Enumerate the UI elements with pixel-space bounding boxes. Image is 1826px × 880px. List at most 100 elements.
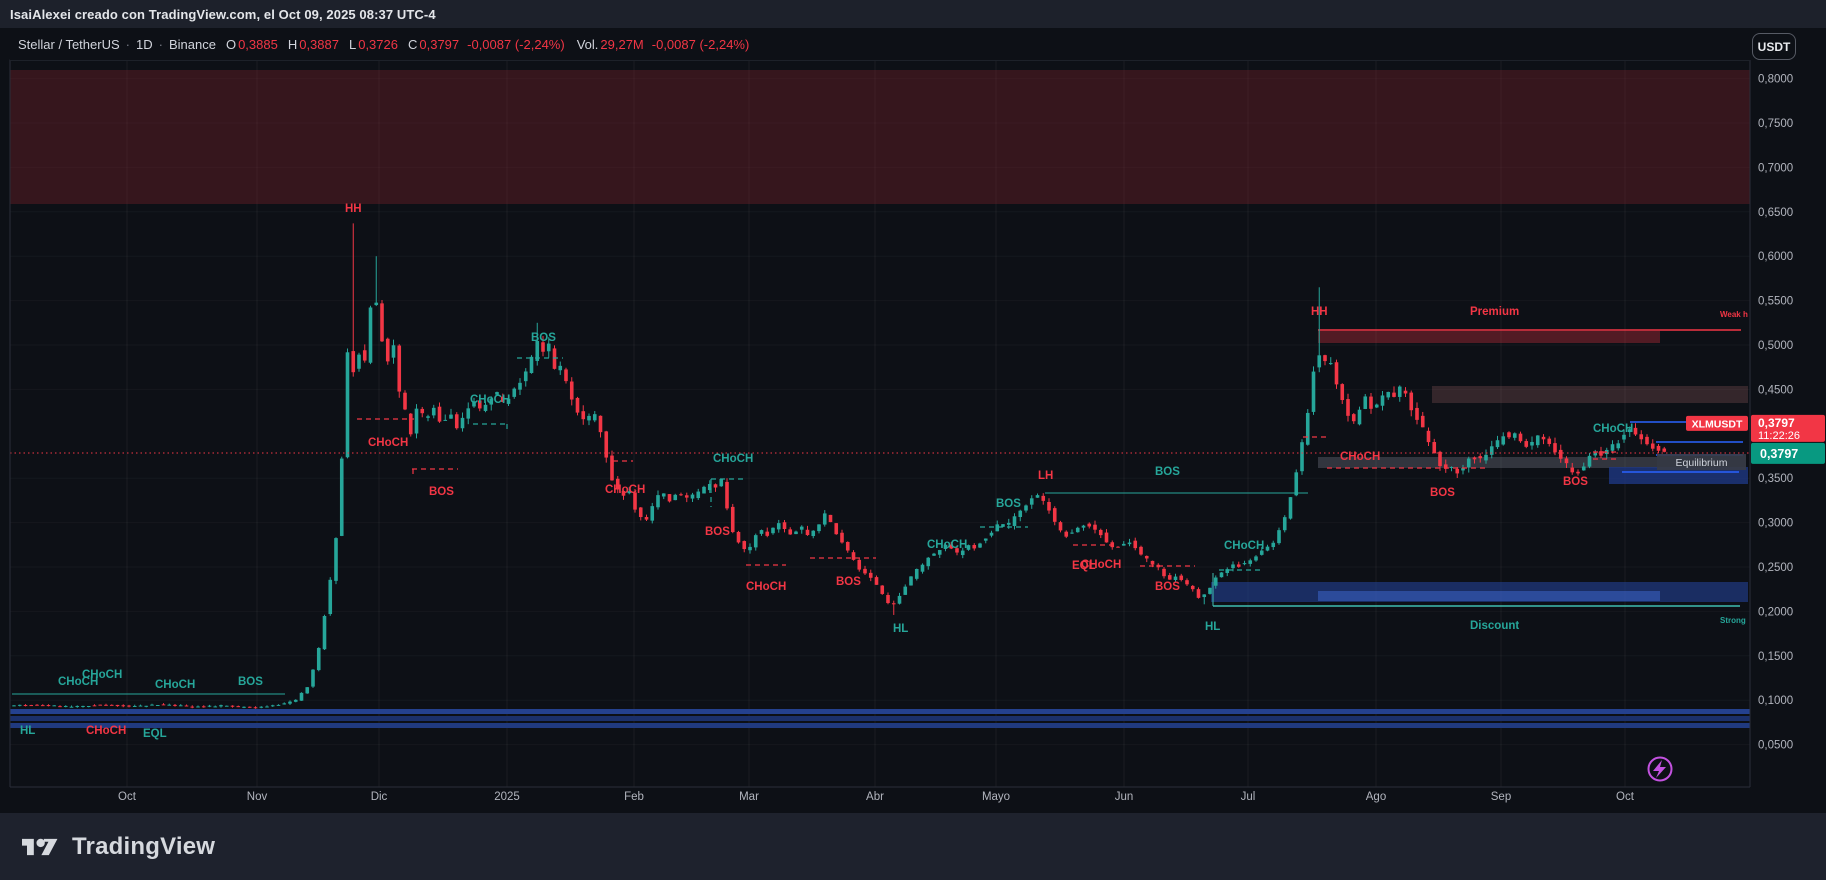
separator-dot: · xyxy=(158,36,163,52)
attribution-bar: IsaiAlexei creado con TradingView.com, e… xyxy=(0,0,1826,28)
annotation-label: EQL xyxy=(143,728,167,740)
time-tick: Mayo xyxy=(982,791,1010,803)
high-label: H xyxy=(287,36,298,52)
annotation-label: CHoCH xyxy=(86,725,126,737)
svg-text:0,3797: 0,3797 xyxy=(1758,416,1795,430)
currency-toggle-button[interactable]: USDT xyxy=(1752,33,1796,60)
structure-lines xyxy=(12,329,1746,695)
time-tick: Mar xyxy=(739,791,759,803)
annotation-label: CHoCH xyxy=(927,539,967,551)
last-price-tag xyxy=(1751,442,1825,464)
lightning-icon[interactable] xyxy=(1647,756,1673,782)
discount-inner xyxy=(1318,591,1660,601)
annotation-label: CHoCH xyxy=(1593,423,1633,435)
low-label: L xyxy=(348,36,357,52)
price-tick: 0,6500 xyxy=(1758,207,1793,219)
annotation-label: Premium xyxy=(1470,306,1519,318)
open-value: 0,3885 xyxy=(238,36,278,52)
annotation-label: CHoCH xyxy=(155,679,195,691)
annotation-label: EQL xyxy=(1072,560,1096,572)
volume-label: Vol. xyxy=(576,36,599,52)
annotation-label: HL xyxy=(1205,621,1220,633)
time-tick: Oct xyxy=(1616,791,1635,803)
supply-band xyxy=(1432,386,1748,403)
time-tick: Nov xyxy=(247,791,268,803)
annotation-label: BOS xyxy=(1155,581,1180,593)
footer-bar: TradingView xyxy=(0,813,1826,880)
annotation-label: BOS xyxy=(836,576,861,588)
price-tick: 0,6000 xyxy=(1758,251,1793,263)
annotation-label: CHoCH xyxy=(82,669,122,681)
equilibrium-band xyxy=(1318,457,1657,468)
eq-stripe-2 xyxy=(10,716,1750,721)
annotation-label: Discount xyxy=(1470,620,1519,632)
annotation-label: BOS xyxy=(429,486,454,498)
annotation-label: HL xyxy=(20,725,35,737)
close-value: 0,3797 xyxy=(419,36,460,52)
price-tick: 0,8000 xyxy=(1758,74,1793,86)
svg-text:XLMUSDT: XLMUSDT xyxy=(1692,418,1743,430)
annotation-label: BOS xyxy=(1430,487,1455,499)
grid xyxy=(126,60,1626,787)
dashed-structure-lines xyxy=(357,357,1617,571)
price-axis[interactable]: 0,8000 0,7500 0,7000 0,6500 0,6000 0,5500 0,50… xyxy=(9,59,1793,788)
price-tick: 0,3500 xyxy=(1758,473,1793,485)
annotation-label: CHoCH xyxy=(58,676,98,688)
price-tick: 0,5000 xyxy=(1758,340,1793,352)
svg-text:0,3797: 0,3797 xyxy=(1760,447,1798,461)
open-label: O xyxy=(225,36,237,52)
price-tick: 0,7500 xyxy=(1758,118,1793,130)
eq-stripe-3 xyxy=(10,723,1750,728)
svg-text:Equilibrium: Equilibrium xyxy=(1676,457,1728,469)
tradingview-brand-text[interactable]: TradingView xyxy=(72,832,216,860)
price-tick: 0,5500 xyxy=(1758,296,1793,308)
annotation-label: CHoCH xyxy=(713,453,753,465)
svg-text:11:22:26: 11:22:26 xyxy=(1758,430,1800,442)
timeframe-label[interactable]: 1D xyxy=(135,36,153,52)
change-value: -0,0087 (-2,24%) xyxy=(467,36,565,52)
countdown-tag xyxy=(1751,414,1825,442)
price-tick: 0,4500 xyxy=(1758,384,1793,396)
time-tick: Jun xyxy=(1115,791,1134,803)
time-tick: Feb xyxy=(624,791,644,803)
annotation-label: BOS xyxy=(1563,476,1588,488)
time-tick: Ago xyxy=(1366,791,1386,803)
tradingview-logo-icon[interactable] xyxy=(22,834,62,860)
time-tick: Dic xyxy=(371,791,388,803)
time-axis[interactable]: Oct Nov Dic 2025 Feb Mar Abr Mayo Jun Jul Ago Sep Oc… xyxy=(118,791,1635,803)
symbol-price-tag xyxy=(1686,415,1748,431)
close-label: C xyxy=(407,36,418,52)
annotation-label: LH xyxy=(1038,470,1053,482)
annotation-label: BOS xyxy=(1155,466,1180,478)
annotation-label: CHoCH xyxy=(368,437,408,449)
annotation-label: CHoCH xyxy=(1224,540,1264,552)
exchange-label: Binance xyxy=(168,36,216,52)
price-tick: 0,7000 xyxy=(1758,162,1793,174)
price-tick: 0,2500 xyxy=(1758,562,1793,574)
time-tick: Sep xyxy=(1491,791,1511,803)
annotation-label: BOS xyxy=(996,498,1021,510)
annotation-label: Strong xyxy=(1720,616,1746,625)
time-tick: Jul xyxy=(1241,791,1256,803)
eq-stripe-1 xyxy=(10,709,1750,714)
annotation-label: CHoCH xyxy=(470,394,510,406)
low-value: 0,3726 xyxy=(358,36,398,52)
annotation-label: HL xyxy=(893,623,908,635)
price-tick: 0,0500 xyxy=(1758,740,1793,752)
time-tick: Oct xyxy=(118,791,137,803)
symbol-legend-row[interactable]: Stellar / TetherUS · 1D · Binance O 0,388… xyxy=(10,28,1750,61)
annotation-label: HH xyxy=(1311,306,1328,318)
time-tick: Abr xyxy=(866,791,884,803)
symbol-title[interactable]: Stellar / TetherUS xyxy=(18,36,120,52)
volume-value: 29,27M xyxy=(600,36,644,52)
top-premium-zone xyxy=(10,70,1750,204)
separator-dot: · xyxy=(125,36,130,52)
equilibrium-label-box xyxy=(1657,454,1746,470)
zones xyxy=(10,70,1750,728)
annotation-label: CHoCH xyxy=(1340,451,1380,463)
attribution-text: IsaiAlexei creado con TradingView.com, e… xyxy=(10,6,436,22)
